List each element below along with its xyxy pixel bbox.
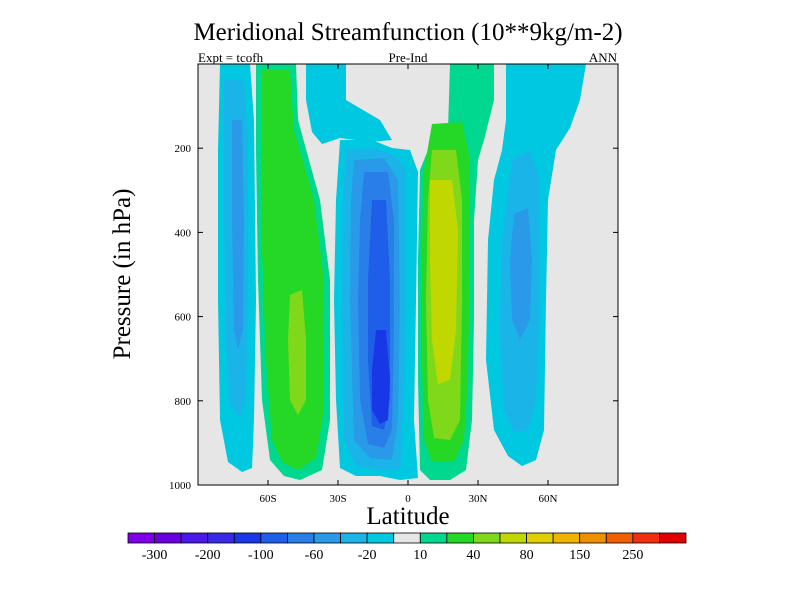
colorbar-swatch [473, 532, 501, 544]
season-label: ANN [589, 50, 618, 65]
y-tick-label: 800 [175, 396, 192, 408]
contour-fill [510, 208, 532, 340]
y-tick-label: 200 [175, 143, 192, 155]
colorbar-label: 150 [569, 548, 590, 563]
colorbar-swatch [552, 532, 581, 544]
x-tick-label: 60S [259, 493, 276, 505]
colorbar-label: 40 [466, 548, 480, 563]
colorbar-swatch [180, 532, 209, 544]
experiment-label: Expt = tcofh [198, 50, 264, 65]
southern-hadley-negative-cell [334, 140, 418, 480]
colorbar-swatch [499, 532, 527, 544]
period-label: Pre-Ind [389, 50, 428, 65]
x-axis: 60S 30S 0 30N 60N [259, 64, 558, 505]
colorbar-swatch [605, 532, 634, 544]
colorbar-swatch [446, 532, 474, 544]
colorbar-swatch [632, 532, 660, 544]
contour-fill [262, 70, 324, 470]
colorbar-label: 250 [622, 548, 643, 563]
colorbar: -300 -200 -100 -60 -20 10 40 80 150 250 [127, 532, 687, 563]
northern-ferrel-negative-cell [486, 64, 586, 466]
colorbar-swatch [393, 532, 421, 544]
colorbar-swatch [233, 532, 262, 544]
colorbar-swatch [313, 532, 341, 544]
colorbar-swatch [340, 532, 368, 544]
colorbar-swatch [419, 532, 448, 544]
colorbar-label: 10 [413, 548, 427, 563]
x-tick-label: 30S [329, 493, 346, 505]
colorbar-label: -20 [358, 548, 377, 563]
x-tick-label: 60N [539, 493, 558, 505]
colorbar-swatch [287, 532, 315, 544]
plot-area [198, 64, 618, 485]
colorbar-swatch [526, 532, 554, 544]
colorbar-label: 80 [520, 548, 534, 563]
colorbar-swatch [260, 532, 288, 544]
colorbar-label: -100 [248, 548, 274, 563]
colorbar-label: -200 [195, 548, 221, 563]
x-axis-label: Latitude [366, 503, 449, 530]
y-axis: 200 400 600 800 1000 [169, 143, 618, 492]
colorbar-swatch [579, 532, 607, 544]
y-tick-label: 1000 [169, 480, 192, 492]
x-tick-label: 0 [405, 493, 411, 505]
y-tick-label: 600 [175, 312, 192, 324]
colorbar-label: -60 [305, 548, 324, 563]
y-axis-label: Pressure (in hPa) [109, 189, 136, 360]
upper-negative-patch [306, 64, 392, 144]
colorbar-swatch [207, 532, 235, 544]
contour-fill [430, 180, 458, 384]
colorbar-swatch [127, 532, 155, 544]
contour-fill [232, 120, 244, 350]
southern-polar-negative-cell [218, 64, 256, 472]
x-tick-label: 30N [469, 493, 488, 505]
colorbar-label: -300 [142, 548, 168, 563]
contour-fill [306, 64, 392, 144]
southern-ferrel-positive-cell [256, 64, 330, 480]
colorbar-swatch [154, 532, 182, 544]
colorbar-swatch [366, 532, 395, 544]
colorbar-swatch [659, 532, 687, 544]
y-tick-label: 400 [175, 227, 192, 239]
contour-fill [372, 330, 390, 424]
chart-title: Meridional Streamfunction (10**9kg/m-2) [193, 19, 622, 46]
northern-hadley-positive-cell [418, 64, 494, 480]
contour-fill [288, 290, 306, 415]
